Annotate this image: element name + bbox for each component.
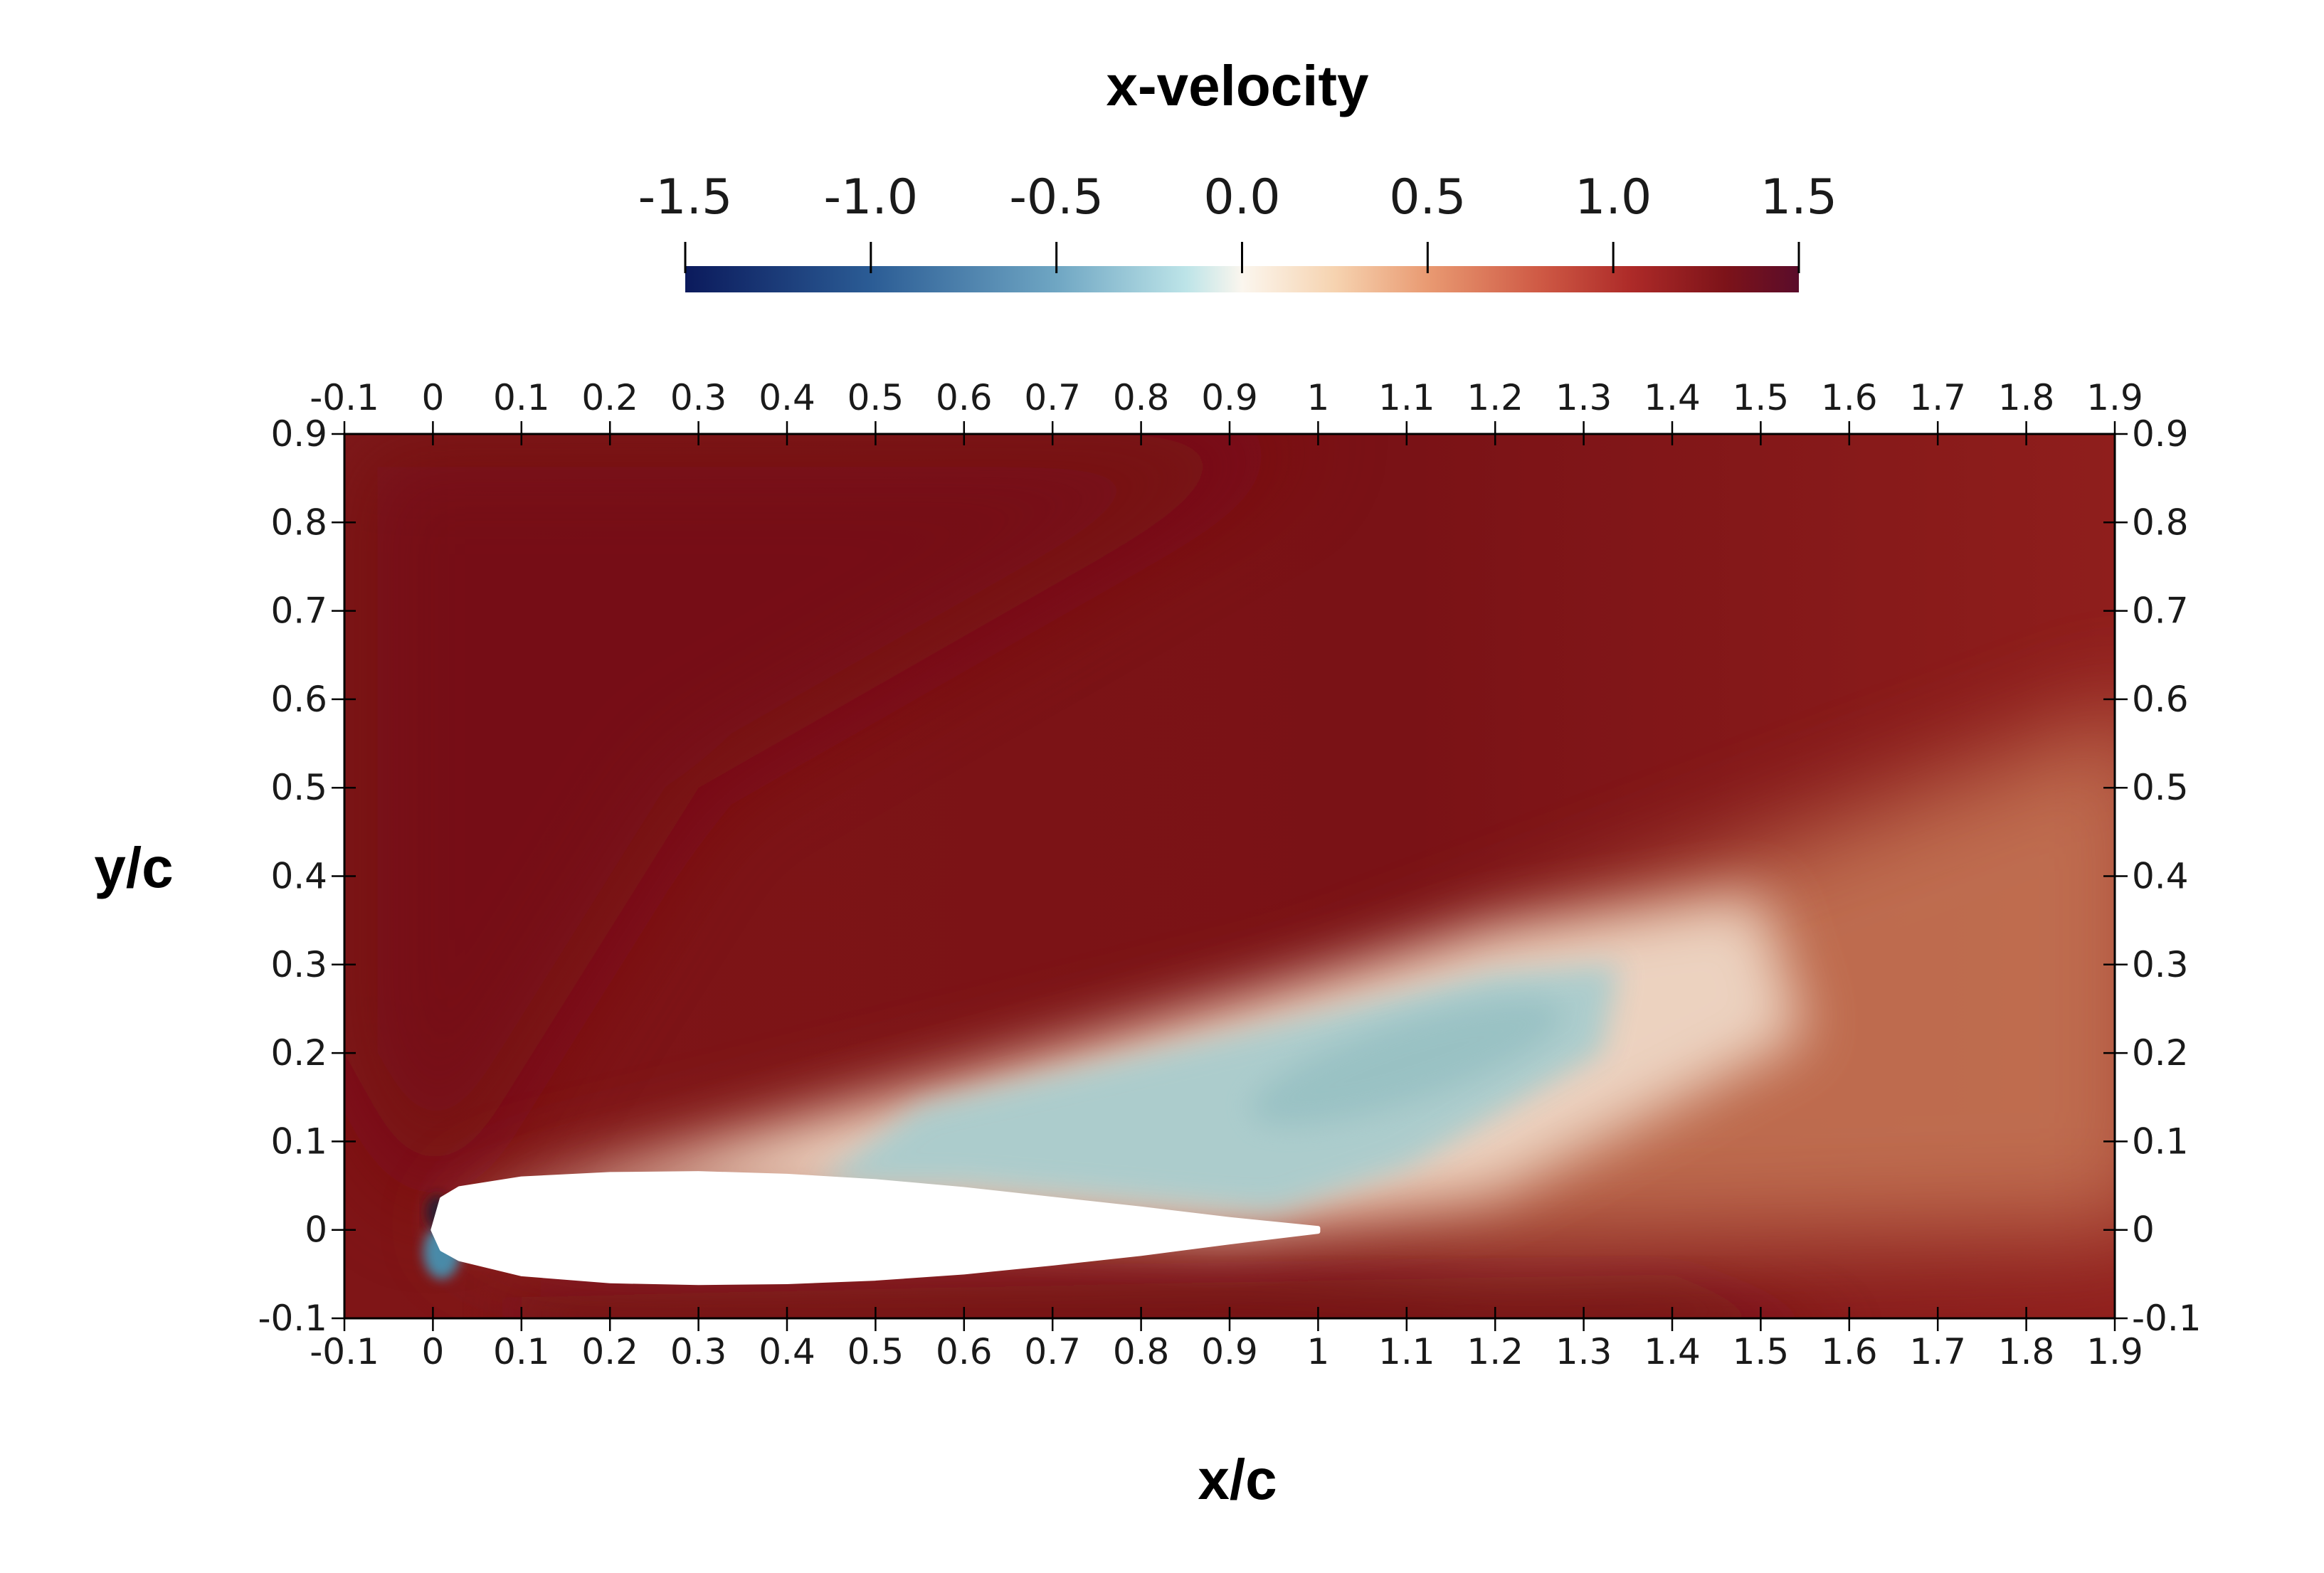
x-tick-label-top: 0.3	[670, 377, 727, 418]
x-tick-label-top: 0.1	[493, 377, 550, 418]
x-tick-label-bottom: 1.4	[1644, 1331, 1701, 1372]
y-tick-label-right: 0.3	[2132, 944, 2189, 985]
colorbar: -1.5 -1.0 -0.5 0.0 0.5 1.0 1.5	[638, 169, 1837, 292]
x-tick-label-top: 0	[421, 377, 444, 418]
y-tick-label-left: 0.2	[270, 1032, 327, 1074]
x-tick-label-bottom: 1.9	[2086, 1331, 2143, 1372]
y-tick-label-left: 0.5	[270, 767, 327, 808]
y-tick-label-left: 0.1	[270, 1121, 327, 1162]
x-tick-label-bottom: 0.3	[670, 1331, 727, 1372]
x-tick-label-top: 1.6	[1821, 377, 1878, 418]
x-tick-label-top: 1.3	[1556, 377, 1612, 418]
y-tick-label-left: 0.9	[270, 413, 327, 455]
x-tick-label-bottom: 1	[1306, 1331, 1329, 1372]
x-tick-label-top: 1.9	[2086, 377, 2143, 418]
x-tick-label-top: -0.1	[310, 377, 379, 418]
chart-title: x-velocity	[1106, 54, 1369, 117]
x-tick-label-bottom: 1.7	[1909, 1331, 1966, 1372]
axes: -0.1-0.1000.10.10.20.20.30.30.40.40.50.5…	[258, 377, 2201, 1372]
x-tick-label-bottom: 0.4	[759, 1331, 815, 1372]
y-tick-label-right: 0.5	[2132, 767, 2189, 808]
x-tick-label-top: 1.1	[1378, 377, 1435, 418]
colorbar-tick-label: -1.0	[823, 169, 918, 226]
x-tick-label-top: 1.4	[1644, 377, 1701, 418]
x-tick-label-top: 1.8	[1998, 377, 2055, 418]
x-tick-label-bottom: 1.6	[1821, 1331, 1878, 1372]
x-tick-label-bottom: 1.5	[1733, 1331, 1790, 1372]
y-tick-label-right: 0.8	[2132, 502, 2189, 543]
lower-fast-region	[521, 1273, 1799, 1318]
colorbar-ticks: -1.5 -1.0 -0.5 0.0 0.5 1.0 1.5	[638, 169, 1837, 273]
y-tick-label-right: 0.6	[2132, 679, 2189, 720]
x-tick-label-bottom: 1.3	[1556, 1331, 1612, 1372]
recirculation-core	[1250, 999, 1563, 1125]
x-tick-label-top: 1.7	[1909, 377, 1966, 418]
y-tick-label-right: 0.9	[2132, 413, 2189, 455]
y-tick-label-left: -0.1	[258, 1298, 327, 1339]
colorbar-tick-label: -0.5	[1009, 169, 1104, 226]
y-tick-label-right: 0.7	[2132, 590, 2189, 632]
x-tick-label-top: 1.5	[1733, 377, 1790, 418]
x-tick-label-top: 1	[1306, 377, 1329, 418]
airfoil-body	[431, 1171, 1321, 1286]
x-axis-label: x/c	[1198, 1448, 1277, 1511]
x-tick-label-bottom: 0.7	[1024, 1331, 1081, 1372]
y-tick-label-left: 0.3	[270, 944, 327, 985]
x-tick-label-bottom: 0.5	[847, 1331, 904, 1372]
x-tick-label-top: 1.2	[1467, 377, 1523, 418]
x-tick-label-bottom: -0.1	[310, 1331, 379, 1372]
colorbar-tick-label: 1.5	[1760, 169, 1837, 226]
x-tick-label-bottom: 0	[421, 1331, 444, 1372]
x-tick-label-top: 0.6	[936, 377, 993, 418]
x-tick-label-top: 0.9	[1201, 377, 1258, 418]
x-tick-label-bottom: 0.2	[581, 1331, 638, 1372]
colorbar-tick-label: 1.0	[1575, 169, 1652, 226]
y-tick-label-left: 0	[305, 1209, 327, 1251]
x-tick-label-top: 0.2	[581, 377, 638, 418]
y-tick-label-left: 0.7	[270, 590, 327, 632]
x-tick-label-top: 0.7	[1024, 377, 1081, 418]
x-tick-label-bottom: 1.2	[1467, 1331, 1523, 1372]
y-tick-label-left: 0.6	[270, 679, 327, 720]
colorbar-tick-label: 0.5	[1389, 169, 1466, 226]
x-tick-label-top: 0.5	[847, 377, 904, 418]
outer-wake	[433, 715, 2115, 1248]
x-tick-label-bottom: 1.1	[1378, 1331, 1435, 1372]
y-tick-label-right: 0.4	[2132, 856, 2189, 897]
airfoil	[431, 1171, 1321, 1286]
y-tick-label-right: -0.1	[2132, 1298, 2202, 1339]
y-tick-label-right: 0.1	[2132, 1121, 2189, 1162]
upper-fast-region	[344, 434, 1319, 1212]
colorbar-tick-label: -1.5	[638, 169, 733, 226]
x-tick-label-bottom: 0.1	[493, 1331, 550, 1372]
x-tick-label-bottom: 0.6	[936, 1331, 993, 1372]
x-tick-label-bottom: 1.8	[1998, 1331, 2055, 1372]
x-tick-label-top: 0.4	[759, 377, 815, 418]
y-tick-label-right: 0	[2132, 1209, 2155, 1251]
x-tick-label-bottom: 0.9	[1201, 1331, 1258, 1372]
y-tick-label-left: 0.8	[270, 502, 327, 543]
y-tick-label-right: 0.2	[2132, 1032, 2189, 1074]
velocity-field	[344, 434, 2115, 1318]
x-tick-label-bottom: 0.8	[1113, 1331, 1170, 1372]
colorbar-tick-label: 0.0	[1203, 169, 1280, 226]
x-tick-label-top: 0.8	[1113, 377, 1170, 418]
y-axis-label: y/c	[94, 836, 173, 899]
y-tick-label-left: 0.4	[270, 856, 327, 897]
